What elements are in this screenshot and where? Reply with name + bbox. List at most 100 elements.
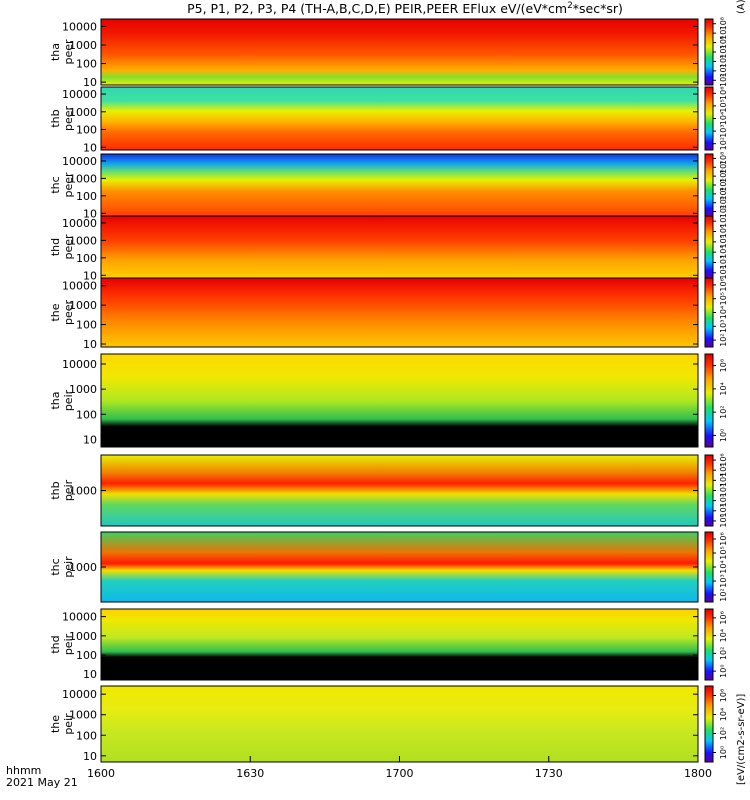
colorbar-tick-label-tha-peer-3: 10⁵	[719, 45, 728, 58]
y-tick-label-the-peir-2: 1000	[69, 709, 97, 722]
colorbar-tick-label-tha-peer-2: 10⁴	[719, 55, 728, 68]
y-tick-label-the-peer-0: 10	[83, 338, 97, 351]
y-tick-label-tha-peer-1: 100	[76, 58, 97, 71]
panel-label-the-peir: the	[49, 715, 62, 733]
colorbar-tick-label-thc-peir-0: 10²	[719, 588, 728, 601]
colorbar-thb-peir	[704, 454, 714, 527]
y-tick-label-the-peir-0: 10	[83, 750, 97, 763]
panel-sublabel-tha-peer: peer	[62, 39, 75, 65]
panel-label-thb-peer: thb	[49, 109, 62, 127]
colorbar-tick-label-thb-peer-1: 10³	[719, 124, 728, 137]
y-tick-label-thb-peer-3: 10000	[62, 88, 97, 101]
panel-sublabel-the-peir: peir	[62, 713, 75, 735]
colorbar-tick-label-thc-peer-4: 10⁶	[719, 169, 728, 182]
panel-label-thd-peer: thd	[49, 238, 62, 256]
colorbar-the-peer	[704, 277, 714, 348]
y-tick-label-tha-peer-0: 10	[83, 76, 97, 89]
colorbar-tick-label-thc-peer-3: 10⁵	[719, 178, 728, 191]
colorbar-thc-peir	[704, 531, 714, 603]
colorbar-tick-label-thd-peir-0: 10⁰	[719, 664, 728, 677]
colorbar-tick-label-thb-peir-1: 10¹	[719, 504, 728, 517]
colorbar-tick-label-thb-peer-2: 10⁴	[719, 112, 728, 125]
colorbar-tick-label-thc-peir-1: 10³	[719, 574, 728, 587]
colorbar-tick-label-thb-peir-5: 10⁵	[719, 464, 728, 477]
colorbar-tick-label-tha-peir-1: 10²	[719, 405, 728, 418]
colorbar-tha-peir	[704, 353, 714, 448]
panel-sublabel-thd-peer: peer	[62, 234, 75, 260]
y-tick-label-tha-peir-2: 1000	[69, 383, 97, 396]
panel-the-peir: 10 100 1000 10000 the peir 10⁰ 10² 10⁴ 10⁶	[49, 685, 728, 763]
frame-thd-peir	[100, 608, 699, 681]
colorbar-tick-label-the-peir-3: 10⁶	[719, 689, 728, 702]
x-tick-label-4: 1800	[684, 767, 712, 780]
panel-sublabel-thb-peer: peer	[62, 106, 75, 132]
x-tick-label-3: 1730	[535, 767, 563, 780]
panel-label-thd-peir: thd	[49, 635, 62, 653]
spectrogram-thc-peir	[101, 532, 698, 602]
y-tick-label-tha-peer-2: 1000	[69, 39, 97, 52]
panel-sublabel-thc-peer: peer	[62, 172, 75, 198]
colorbar-tick-label-thc-peir-3: 10⁵	[719, 546, 728, 559]
colorbar-thd-peir	[704, 608, 714, 681]
colorbar-tick-label-the-peir-2: 10⁴	[719, 708, 728, 721]
colorbar-thc-peer	[704, 153, 714, 217]
y-tick-label-the-peer-2: 1000	[69, 299, 97, 312]
y-tick-label-thc-peer-1: 100	[76, 190, 97, 203]
colorbar-tick-label-tha-peer-6: 10⁸	[719, 17, 728, 30]
y-tick-label-thd-peer-3: 10000	[62, 217, 97, 230]
y-tick-label-tha-peir-0: 10	[83, 433, 97, 446]
colorbar-tick-label-thd-peir-1: 10²	[719, 647, 728, 660]
spectrogram-the-peer	[101, 278, 698, 347]
colorbar-tick-label-thc-peer-1: 10³	[719, 196, 728, 209]
colorbar-thb-peer	[704, 86, 714, 151]
y-tick-label-thd-peir-3: 10000	[62, 611, 97, 624]
panel-label-tha-peir: tha	[49, 391, 62, 409]
colorbar-tick-label-the-peer-2: 10⁴	[719, 306, 728, 319]
colorbar-the-peir	[704, 685, 714, 763]
date-label: 2021 May 21	[6, 776, 78, 789]
colorbar-tick-label-thc-peer-2: 10⁴	[719, 187, 728, 200]
panel-sublabel-thd-peir: peir	[62, 633, 75, 655]
frame-tha-peer	[100, 18, 699, 86]
y-tick-label-thc-peer-3: 10000	[62, 155, 97, 168]
panel-sublabel-the-peer: peer	[62, 300, 75, 326]
y-tick-label-thd-peer-0: 10	[83, 269, 97, 282]
y-tick-label-thd-peer-2: 1000	[69, 234, 97, 247]
colorbar-tick-label-thb-peir-2: 10²	[719, 494, 728, 507]
frame-thb-peir	[100, 454, 699, 527]
colorbar-label: [eV/(cm2-s-sr-eV)]	[736, 694, 747, 785]
y-tick-label-thb-peer-0: 10	[83, 141, 97, 154]
y-tick-label-thb-peir-0: 1000	[69, 485, 97, 498]
panel-label-thb-peir: thb	[49, 481, 62, 499]
panel-sublabel-tha-peir: peir	[62, 389, 75, 411]
colorbar-tick-label-thb-peir-3: 10³	[719, 484, 728, 497]
colorbar-tick-label-thd-peer-0: 10²	[719, 266, 728, 279]
x-tick-label-2: 1700	[386, 767, 414, 780]
x-tick-label-1: 1630	[236, 767, 264, 780]
panel-label-tha-peer: tha	[49, 43, 62, 61]
y-tick-label-the-peir-3: 10000	[62, 688, 97, 701]
colorbar-tick-label-thc-peir-2: 10⁴	[719, 560, 728, 573]
colorbar-tick-label-thb-peer-3: 10⁵	[719, 99, 728, 112]
y-tick-label-thd-peir-2: 1000	[69, 630, 97, 643]
x-axis: 1600 1630 1700 1730 1800	[87, 756, 712, 780]
y-tick-label-thc-peer-0: 10	[83, 207, 97, 220]
colorbar-tick-label-thb-peir-0: 10⁰	[719, 514, 728, 527]
colorbar-tick-label-thb-peer-0: 10²	[719, 137, 728, 150]
colorbar-tha-peer	[704, 18, 714, 86]
y-tick-label-thb-peer-1: 100	[76, 124, 97, 137]
colorbar-tick-label-thd-peir-3: 10⁶	[719, 611, 728, 624]
spectrogram-tha-peir	[101, 354, 698, 447]
spectrogram-thc-peer	[101, 154, 698, 216]
colorbar-tick-label-thd-peer-3: 10⁵	[719, 235, 728, 248]
colorbar-tick-label-thd-peer-2: 10⁴	[719, 245, 728, 258]
y-tick-label-thd-peir-1: 100	[76, 649, 97, 662]
spectrogram-tha-peer	[101, 19, 698, 85]
x-axis-label: hhmm	[6, 764, 41, 777]
panel-label-thc-peer: thc	[49, 176, 62, 193]
y-tick-label-thb-peer-2: 1000	[69, 106, 97, 119]
